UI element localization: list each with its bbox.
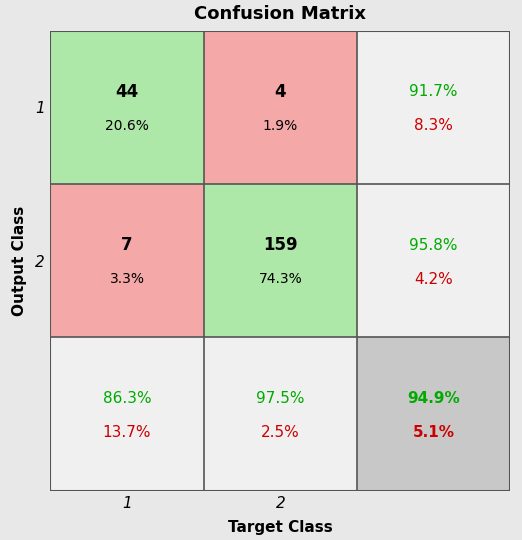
Text: 8.3%: 8.3% <box>414 118 453 133</box>
Text: 74.3%: 74.3% <box>258 272 302 286</box>
Bar <box>50 31 204 184</box>
Bar <box>204 184 357 338</box>
Bar <box>50 338 204 491</box>
Title: Confusion Matrix: Confusion Matrix <box>194 5 366 23</box>
Text: 97.5%: 97.5% <box>256 391 304 406</box>
Bar <box>204 338 357 491</box>
Y-axis label: Output Class: Output Class <box>11 206 27 316</box>
Bar <box>50 184 204 338</box>
Text: 13.7%: 13.7% <box>103 425 151 440</box>
Text: 4.2%: 4.2% <box>414 272 453 287</box>
X-axis label: Target Class: Target Class <box>228 519 333 535</box>
Text: 2.5%: 2.5% <box>261 425 300 440</box>
Text: 20.6%: 20.6% <box>105 119 149 133</box>
Bar <box>357 338 511 491</box>
Text: 4: 4 <box>275 83 286 101</box>
Text: 3.3%: 3.3% <box>110 272 145 286</box>
Bar <box>204 31 357 184</box>
Text: 94.9%: 94.9% <box>407 391 460 406</box>
Bar <box>357 184 511 338</box>
Text: 86.3%: 86.3% <box>103 391 151 406</box>
Text: 95.8%: 95.8% <box>409 238 458 253</box>
Bar <box>357 31 511 184</box>
Text: 5.1%: 5.1% <box>413 425 455 440</box>
Text: 44: 44 <box>115 83 139 101</box>
Text: 7: 7 <box>121 237 133 254</box>
Text: 159: 159 <box>263 237 298 254</box>
Text: 91.7%: 91.7% <box>409 84 458 99</box>
Text: 1.9%: 1.9% <box>263 119 298 133</box>
